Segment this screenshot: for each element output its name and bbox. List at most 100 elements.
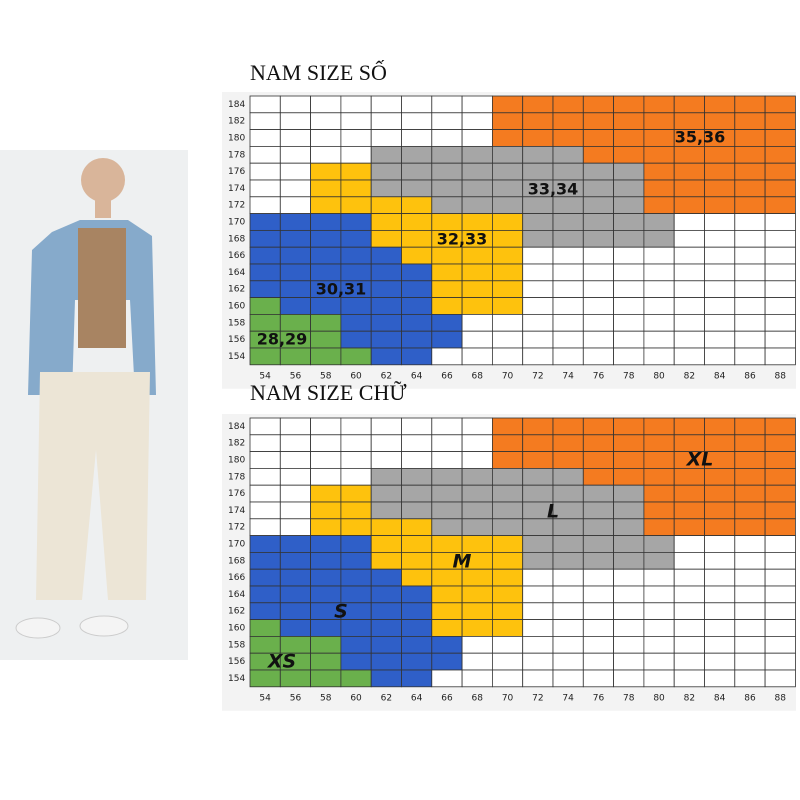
- grid-cell: [734, 484, 766, 503]
- grid-cell: [582, 246, 614, 265]
- grid-cell: [310, 213, 342, 231]
- grid-cell: [582, 347, 614, 366]
- grid-cell: [552, 313, 584, 332]
- grid-cell: [491, 652, 524, 671]
- grid-cell: [401, 518, 433, 536]
- y-tick-label: 158: [228, 318, 245, 328]
- grid-cell: [582, 501, 614, 520]
- y-tick-label: 172: [228, 201, 245, 211]
- grid-cell: [734, 451, 766, 469]
- grid-cell: [704, 213, 736, 231]
- grid-cell: [340, 417, 372, 436]
- grid-cell: [582, 280, 614, 298]
- grid-cell: [734, 535, 766, 553]
- grid-cell: [764, 313, 796, 332]
- grid-cell: [461, 501, 493, 520]
- grid-cell: [522, 467, 554, 486]
- y-tick-label: 154: [228, 674, 245, 684]
- grid-cell: [370, 330, 402, 349]
- grid-cell: [764, 246, 796, 265]
- x-tick-label: 78: [623, 693, 635, 703]
- grid-cell: [552, 652, 584, 671]
- grid-cell: [734, 129, 766, 147]
- y-tick-label: 174: [228, 184, 245, 194]
- grid-cell: [734, 619, 766, 637]
- grid-cell: [431, 280, 463, 298]
- grid-cell: [764, 636, 796, 654]
- grid-cell: [401, 501, 433, 520]
- x-tick-label: 88: [775, 693, 787, 703]
- y-tick-label: 166: [228, 251, 245, 261]
- grid-cell: [552, 568, 584, 587]
- grid-cell: [582, 129, 614, 147]
- grid-cell: [552, 263, 584, 282]
- grid-cell: [491, 467, 524, 486]
- grid-cell: [734, 179, 766, 198]
- grid-cell: [340, 297, 372, 315]
- grid-cell: [582, 112, 614, 131]
- y-tick-label: 156: [228, 335, 245, 345]
- x-tick-label: 66: [441, 371, 453, 381]
- grid-cell: [643, 501, 675, 520]
- grid-cell: [491, 229, 524, 248]
- grid-cell: [673, 602, 705, 620]
- grid-cell: [249, 669, 281, 688]
- grid-cell: [370, 602, 402, 620]
- y-tick-label: 180: [228, 134, 245, 144]
- grid-cell: [613, 467, 645, 486]
- grid-cell: [643, 636, 675, 654]
- y-tick-label: 156: [228, 657, 245, 667]
- grid-cell: [491, 585, 524, 604]
- grid-cell: [522, 229, 554, 248]
- grid-cell: [643, 246, 675, 265]
- grid-cell: [704, 501, 736, 520]
- grid-cell: [582, 263, 614, 282]
- grid-cell: [704, 95, 736, 114]
- grid-cell: [582, 213, 614, 231]
- grid-cell: [340, 552, 372, 570]
- grid-cell: [734, 229, 766, 248]
- grid-cell: [370, 636, 402, 654]
- grid-cell: [249, 518, 281, 536]
- grid-cell: [643, 451, 675, 469]
- grid-cell: [279, 297, 311, 315]
- y-tick-label: 160: [228, 624, 245, 634]
- grid-cell: [673, 585, 705, 604]
- grid-cell: [764, 467, 796, 486]
- grid-cell: [613, 213, 645, 231]
- grid-cell: [401, 179, 433, 198]
- grid-cell: [704, 162, 736, 181]
- grid-cell: [582, 636, 614, 654]
- grid-cell: [431, 417, 463, 436]
- grid-cell: [491, 112, 524, 131]
- grid-cell: [764, 263, 796, 282]
- grid-cell: [491, 602, 524, 620]
- grid-cell: [279, 263, 311, 282]
- grid-cell: [401, 196, 433, 215]
- grid-cell: [704, 246, 736, 265]
- grid-cell: [764, 347, 796, 366]
- grid-cell: [552, 417, 584, 436]
- grid-cell: [461, 652, 493, 671]
- grid-cell: [340, 484, 372, 503]
- grid-cell: [764, 112, 796, 131]
- grid-cell: [370, 652, 402, 671]
- grid-cell: [310, 179, 342, 198]
- grid-cell: [431, 330, 463, 349]
- grid-cell: [279, 451, 311, 469]
- grid-cell: [340, 263, 372, 282]
- grid-cell: [370, 501, 402, 520]
- x-tick-label: 56: [290, 693, 302, 703]
- grid-cell: [249, 347, 281, 366]
- grid-cell: [491, 213, 524, 231]
- grid-cell: [491, 434, 524, 452]
- grid-cell: [552, 246, 584, 265]
- y-tick-label: 154: [228, 352, 245, 362]
- grid-cell: [279, 129, 311, 147]
- grid-cell: [643, 434, 675, 452]
- grid-cell: [643, 213, 675, 231]
- grid-cell: [582, 619, 614, 637]
- grid-cell: [734, 297, 766, 315]
- grid-cell: [764, 213, 796, 231]
